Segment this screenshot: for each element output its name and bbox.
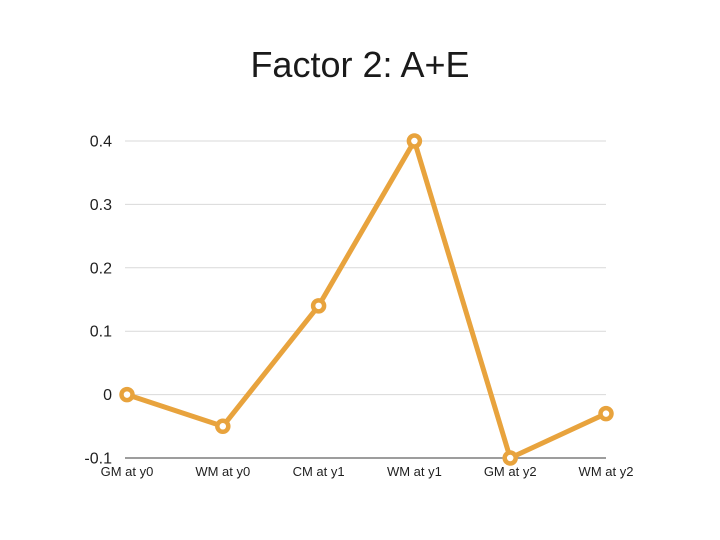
y-axis-tick-label: 0.3 [90,197,112,214]
y-axis-tick-label: 0.4 [90,134,112,151]
chart-title: Factor 2: A+E [250,44,470,85]
data-point-marker [598,405,614,422]
x-axis-category-label: WM at y2 [579,464,634,479]
data-point-marker [310,298,327,314]
y-axis-tick-label: 0.2 [90,260,112,277]
data-point-marker [215,418,231,435]
y-axis-tick-label: 0.1 [90,324,112,341]
data-point-marker [119,386,135,403]
data-point-marker [406,133,423,149]
series-line [124,138,609,461]
y-axis-tick-label: -0.1 [84,451,112,468]
x-axis-category-label: GM at y0 [101,464,154,479]
data-point-marker [502,450,518,466]
y-axis-tick-label: 0 [103,387,112,404]
x-axis-category-label: WM at y0 [195,464,250,479]
x-axis-category-label: GM at y2 [484,464,537,479]
x-axis-category-label: WM at y1 [387,464,442,479]
x-axis-category-label: CM at y1 [293,464,345,479]
